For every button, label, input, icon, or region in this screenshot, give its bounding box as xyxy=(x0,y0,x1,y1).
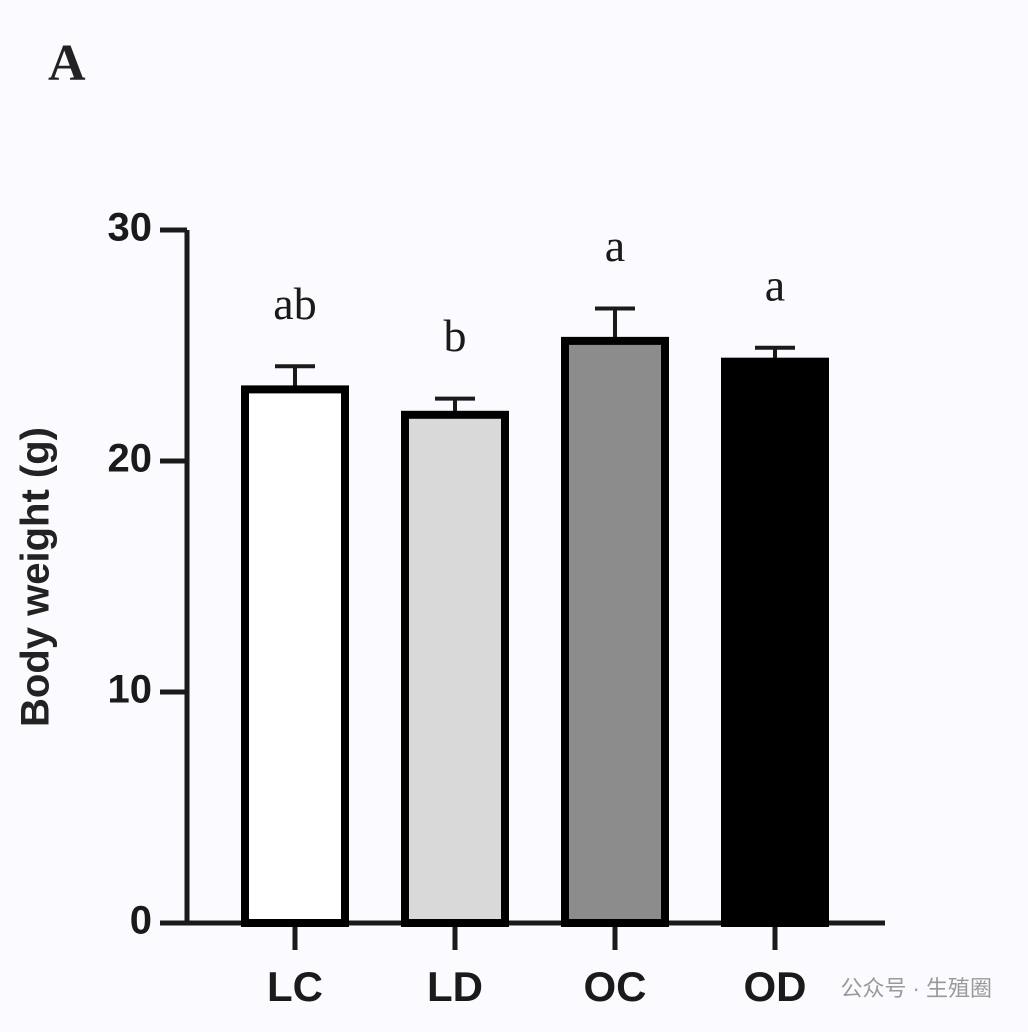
x-tick-label: LD xyxy=(427,963,483,1010)
bar xyxy=(721,357,829,928)
y-tick-label: 30 xyxy=(108,206,153,250)
x-tick-label: LC xyxy=(267,963,323,1010)
y-tick-label: 10 xyxy=(108,668,153,712)
significance-letter: a xyxy=(765,259,785,310)
watermark: 公众号 · 生殖圈 xyxy=(840,976,992,1001)
y-tick-label: 20 xyxy=(108,437,153,481)
bar xyxy=(561,336,669,927)
x-tick-label: OC xyxy=(584,963,647,1010)
x-tick-label: OD xyxy=(744,963,807,1010)
y-tick-label: 0 xyxy=(130,899,152,943)
bar xyxy=(241,385,349,927)
bar xyxy=(401,410,509,927)
y-axis-label: Body weight (g) xyxy=(14,427,58,727)
significance-letter: ab xyxy=(273,278,316,329)
significance-letter: a xyxy=(605,220,625,271)
significance-letter: b xyxy=(444,310,467,361)
panel-label: A xyxy=(48,35,86,92)
